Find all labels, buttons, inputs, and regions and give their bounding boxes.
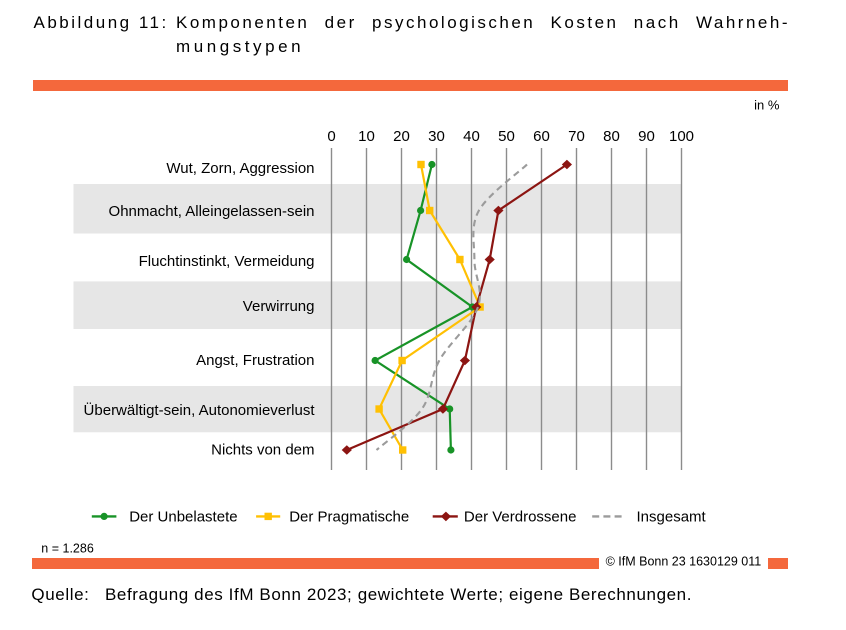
svg-text:Wut, Zorn, Aggression: Wut, Zorn, Aggression [166, 160, 314, 177]
svg-text:10: 10 [358, 128, 375, 145]
svg-text:Der Pragmatische: Der Pragmatische [289, 508, 409, 525]
svg-text:© IfM Bonn 23 1630129 011: © IfM Bonn 23 1630129 011 [606, 554, 762, 568]
svg-text:70: 70 [568, 128, 585, 145]
svg-text:20: 20 [393, 128, 410, 145]
svg-text:Der Unbelastete: Der Unbelastete [129, 508, 237, 525]
svg-text:n = 1.286: n = 1.286 [41, 542, 94, 556]
svg-text:Fluchtinstinkt, Vermeidung: Fluchtinstinkt, Vermeidung [139, 253, 315, 270]
svg-text:Ohnmacht, Alleingelassen-sein: Ohnmacht, Alleingelassen-sein [109, 203, 315, 220]
svg-text:100: 100 [669, 128, 694, 145]
svg-text:Angst, Frustration: Angst, Frustration [196, 352, 314, 369]
svg-text:Verwirrung: Verwirrung [243, 298, 315, 315]
svg-text:90: 90 [638, 128, 655, 145]
svg-text:40: 40 [463, 128, 480, 145]
svg-text:Insgesamt: Insgesamt [637, 508, 707, 525]
svg-text:Der Verdrossene: Der Verdrossene [464, 508, 577, 525]
svg-text:50: 50 [498, 128, 515, 145]
svg-text:80: 80 [603, 128, 620, 145]
svg-text:in %: in % [754, 98, 780, 113]
svg-text:Nichts von dem: Nichts von dem [211, 442, 314, 459]
svg-text:Überwältigt-sein, Autonomiever: Überwältigt-sein, Autonomieverlust [84, 401, 316, 419]
svg-text:60: 60 [533, 128, 550, 145]
svg-text:30: 30 [428, 128, 445, 145]
svg-text:0: 0 [327, 128, 335, 145]
